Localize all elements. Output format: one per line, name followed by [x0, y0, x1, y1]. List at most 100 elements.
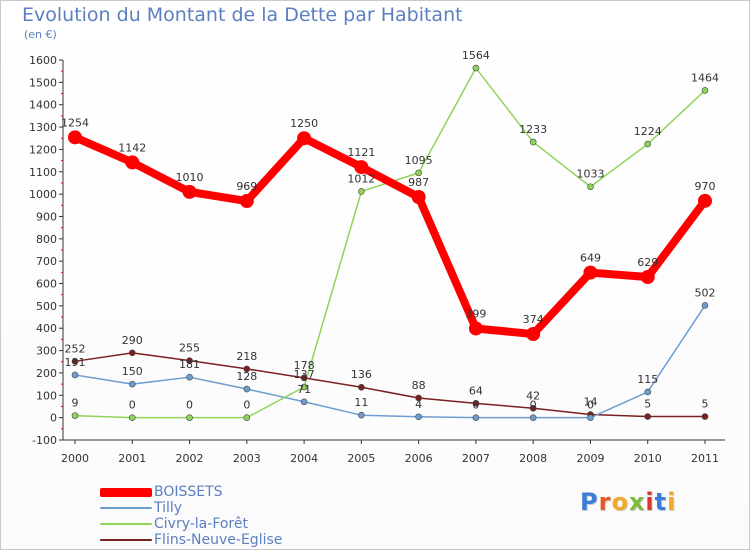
data-point [529, 138, 537, 146]
data-point [186, 373, 193, 381]
data-point [587, 414, 594, 421]
data-point [358, 383, 365, 391]
data-point [243, 365, 251, 373]
data-point [300, 383, 308, 391]
chart-legend: BOISSETS Tilly Civry-la-Forêt Flins-Neuv… [100, 484, 282, 548]
x-tick-label: 2006 [405, 452, 433, 465]
data-label: 0 [186, 399, 193, 412]
y-tick-label: 900 [36, 210, 57, 223]
data-label: 136 [351, 368, 372, 381]
data-point [243, 385, 251, 393]
data-point [644, 413, 652, 420]
legend-label-civry: Civry-la-Forêt [154, 516, 248, 532]
y-tick-label: 500 [36, 300, 57, 313]
x-tick-label: 2008 [519, 452, 547, 465]
data-label: 290 [122, 334, 143, 347]
chart-title: Evolution du Montant de la Dette par Hab… [22, 4, 463, 26]
data-label: 1010 [176, 171, 204, 184]
data-point [71, 371, 79, 379]
data-label: 88 [412, 379, 426, 392]
y-tick-label: 400 [36, 322, 57, 335]
data-label: 502 [695, 286, 716, 299]
data-point [68, 130, 82, 145]
data-point [472, 64, 480, 72]
y-tick-label: 1000 [29, 188, 57, 201]
data-label: 399 [465, 307, 486, 320]
data-point [71, 412, 79, 419]
data-label: 252 [65, 342, 86, 355]
data-point [415, 169, 422, 177]
y-tick-label: 300 [36, 345, 57, 358]
data-label: 1012 [347, 172, 375, 185]
y-tick-label: 600 [36, 278, 57, 291]
data-point [529, 404, 537, 412]
legend-swatch-civry [100, 523, 152, 525]
data-label: 1250 [290, 117, 318, 130]
y-tick-label: 0 [50, 412, 57, 425]
data-point [640, 270, 655, 285]
legend-label-tilly: Tilly [154, 500, 183, 516]
data-label: 1233 [519, 123, 547, 136]
data-point [587, 183, 594, 191]
data-point [701, 413, 709, 420]
data-label: 1224 [634, 125, 662, 138]
data-point [128, 380, 136, 388]
data-point [415, 413, 422, 421]
y-tick-label: 1200 [29, 143, 57, 156]
legend-swatch-boissets [100, 487, 152, 497]
y-tick-label: 200 [36, 367, 57, 380]
data-label: 178 [294, 359, 315, 372]
data-label: 5 [702, 398, 709, 411]
legend-item-civry: Civry-la-Forêt [100, 516, 282, 532]
series-line-0 [71, 133, 709, 339]
data-point [358, 188, 365, 195]
data-point [415, 394, 422, 402]
y-tick-label: 1100 [29, 166, 57, 179]
data-point [186, 357, 193, 364]
x-tick-label: 2004 [290, 452, 318, 465]
data-point [644, 388, 652, 396]
data-label: 191 [65, 356, 86, 369]
data-point [128, 414, 136, 421]
series-line-3 [74, 352, 706, 418]
data-label: 115 [637, 373, 658, 386]
data-point [300, 374, 308, 382]
data-point [243, 414, 251, 421]
data-point [354, 160, 369, 175]
data-label: 969 [236, 180, 257, 193]
data-label: 255 [179, 342, 200, 355]
data-label: 4 [415, 398, 422, 411]
data-point [358, 411, 365, 419]
x-tick-label: 2007 [462, 452, 490, 465]
data-point [300, 398, 308, 406]
y-tick-label: 1600 [29, 54, 57, 67]
data-label: 970 [695, 180, 716, 193]
legend-swatch-tilly [100, 507, 152, 509]
legend-item-tilly: Tilly [100, 500, 282, 516]
series-line-2 [74, 67, 706, 419]
x-tick-label: 2001 [118, 452, 146, 465]
data-point [583, 265, 598, 280]
data-label: 0 [587, 399, 594, 412]
data-point [701, 87, 709, 94]
proxiti-logo: Proxiti [580, 488, 677, 516]
y-tick-label: 1300 [29, 121, 57, 134]
x-tick-label: 2011 [691, 452, 719, 465]
y-tick-label: 100 [36, 389, 57, 402]
data-point [411, 190, 426, 205]
data-label: 0 [129, 399, 136, 412]
data-label: 128 [236, 370, 257, 383]
x-tick-label: 2000 [61, 452, 89, 465]
data-label: 64 [469, 384, 483, 397]
x-tick-label: 2002 [176, 452, 204, 465]
y-tick-label: 1400 [29, 99, 57, 112]
data-point [128, 349, 136, 357]
data-label: 137 [294, 368, 315, 381]
data-label: 1121 [347, 146, 375, 159]
data-label: 987 [408, 176, 429, 189]
data-label: 42 [526, 389, 540, 402]
data-point [526, 327, 541, 342]
data-point [468, 321, 483, 336]
data-point [239, 194, 254, 209]
